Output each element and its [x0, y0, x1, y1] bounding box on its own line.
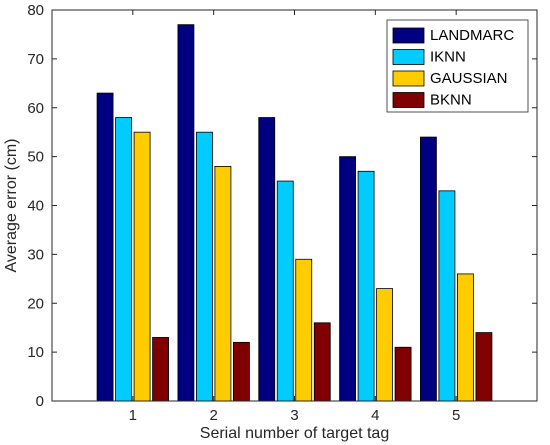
bar-bknn-3	[313, 322, 331, 402]
x-tick-label: 5	[452, 407, 460, 424]
legend-label-iknn: IKNN	[430, 49, 466, 66]
x-tick-label: 2	[209, 407, 217, 424]
bar-bknn-2	[233, 341, 250, 402]
bar-landmarc-3	[258, 117, 276, 402]
y-tick-label: 20	[27, 295, 44, 312]
x-tick-label: 3	[290, 407, 298, 424]
ticks-group	[52, 9, 537, 402]
y-tick-label: 50	[27, 149, 44, 166]
bar-iknn-4	[357, 170, 375, 402]
bar-bknn-4	[394, 346, 412, 402]
bar-gaussian-3	[295, 258, 313, 402]
x-tick-label: 4	[371, 407, 379, 424]
bar-gaussian-5	[457, 273, 474, 402]
legend-label-gaussian: GAUSSIAN	[430, 70, 508, 87]
bar-iknn-1	[115, 117, 132, 402]
tick-labels-group: 0 10 20 30 40 50 60 70 80 1 2 3 4 5	[27, 2, 460, 424]
bar-landmarc-5	[420, 136, 437, 402]
legend-swatch-bknn	[392, 92, 425, 108]
legend-swatch-landmarc	[392, 27, 425, 44]
bars-group	[96, 24, 493, 402]
bar-landmarc-2	[177, 24, 195, 402]
legend-label-bknn: BKNN	[430, 92, 472, 109]
legend: LANDMARC IKNN GAUSSIAN BKNN	[386, 19, 529, 113]
bar-gaussian-1	[133, 131, 151, 402]
legend-swatch-gaussian	[392, 70, 425, 87]
x-tick-label: 1	[129, 407, 137, 424]
y-tick-label: 10	[27, 344, 44, 361]
bar-gaussian-2	[214, 165, 232, 402]
y-tick-label: 70	[27, 51, 44, 68]
bar-bknn-5	[475, 332, 493, 402]
legend-swatch-iknn	[392, 49, 425, 65]
bar-iknn-2	[196, 131, 213, 402]
legend-label-landmarc: LANDMARC	[430, 27, 514, 44]
bar-gaussian-4	[376, 288, 393, 402]
bar-bknn-1	[152, 337, 169, 402]
y-axis-title: Average error (cm)	[3, 139, 20, 273]
y-tick-label: 80	[27, 2, 44, 19]
bar-iknn-3	[276, 180, 294, 402]
y-tick-label: 60	[27, 100, 44, 117]
y-tick-label: 40	[27, 198, 44, 215]
bar-landmarc-4	[339, 156, 356, 402]
y-tick-label: 0	[36, 393, 44, 410]
bar-landmarc-1	[96, 92, 114, 402]
bar-iknn-5	[438, 190, 456, 402]
x-axis-title: Serial number of target tag	[200, 425, 389, 442]
y-tick-label: 30	[27, 246, 44, 263]
